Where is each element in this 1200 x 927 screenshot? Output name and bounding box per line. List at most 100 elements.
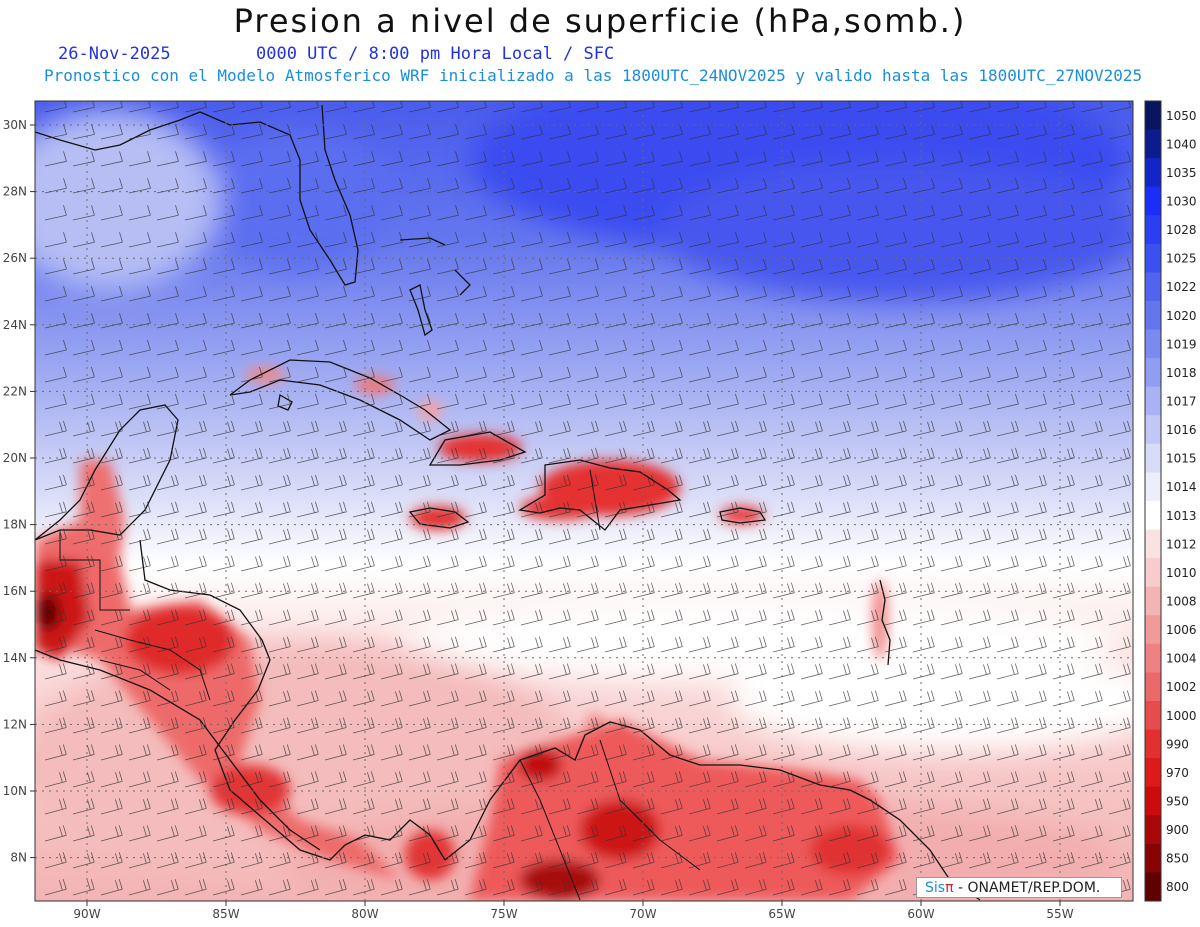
wind-barb [436,717,459,734]
wind-barb [688,555,711,572]
wind-barb [940,178,963,194]
wind-barb [268,663,291,680]
wind-barb [772,501,795,518]
wind-barb [996,771,1019,788]
map-title: Presion a nivel de superficie (hPa,somb.… [233,2,967,40]
wind-barb [128,825,151,842]
wind-barb [576,636,599,653]
wind-barb [968,420,991,437]
wind-barb [884,151,907,167]
wind-barb [436,798,459,815]
wind-barb [212,609,235,626]
wind-barb [464,312,487,329]
wind-barb [772,393,795,410]
wind-barb [716,232,739,248]
wind-barb [996,151,1019,167]
wind-barb [268,178,291,194]
wind-barb [184,447,207,464]
wind-barb [520,879,543,896]
wind-barb [1108,151,1131,167]
wind-barb [856,259,879,275]
wind-barb [996,286,1019,302]
wind-barb [436,151,459,167]
wind-barb [632,124,655,140]
wind-barb [968,366,991,383]
wind-barb [184,636,207,653]
wind-barb [828,232,851,248]
wind-barb [912,798,935,815]
wind-barb [268,339,291,356]
wind-barb [464,528,487,545]
wind-barb [548,474,571,491]
wind-barb [548,205,571,221]
wind-barb [128,744,151,761]
wind-barb [996,447,1019,464]
wind-barb [968,101,991,113]
wind-barb [884,528,907,545]
wind-barb [772,232,795,248]
wind-barb [548,151,571,167]
lat-label: 28N [3,185,27,199]
wind-barb [968,582,991,599]
wind-barb [520,582,543,599]
wind-barb [940,286,963,302]
wind-barb [940,447,963,464]
wind-barb [240,232,263,248]
wind-barb [240,366,263,383]
wind-barb [100,101,123,113]
wind-barb [828,717,851,734]
wind-barb [184,663,207,680]
wind-barb [464,663,487,680]
wind-barb [212,312,235,329]
wind-barb [716,798,739,815]
wind-barb [72,151,95,167]
wind-barb [828,178,851,194]
wind-barb [744,582,767,599]
legend-swatch [1145,615,1161,645]
wind-barb [72,286,95,302]
wind-barb [380,852,403,869]
wind-barb [632,528,655,545]
wind-barb [1052,366,1075,383]
wind-barb [100,286,123,302]
wind-barb [688,124,711,140]
wind-barb [1024,717,1047,734]
legend-level-label: 1025 [1166,252,1197,266]
legend-swatch [1145,215,1161,245]
wind-barb [408,528,431,545]
wind-barb [800,825,823,842]
wind-barb [1080,636,1103,653]
wind-barb [856,798,879,815]
wind-barb [1080,474,1103,491]
wind-barb [464,636,487,653]
wind-barb [800,420,823,437]
wind-barb [100,744,123,761]
wind-barb [940,528,963,545]
wind-barb [996,420,1019,437]
wind-barb [940,825,963,842]
wind-barb [940,798,963,815]
legend-level-label: 1035 [1166,166,1197,180]
wind-barb [324,879,347,896]
wind-barb [1108,312,1131,329]
wind-barb [604,717,627,734]
wind-barb [240,205,263,221]
wind-barb [968,447,991,464]
lon-label: 55W [1046,907,1073,921]
wind-barb [128,232,151,248]
wind-barb [744,474,767,491]
longitude-labels: 90W 85W 80W 75W 70W 65W 60W 55W [73,901,1074,921]
legend-swatch [1145,701,1161,731]
wind-barb [128,420,151,437]
wind-barb [72,744,95,761]
wind-barb [212,771,235,788]
wind-barb [604,312,627,329]
wind-barb [940,609,963,626]
wind-barb [520,636,543,653]
wind-barb [100,528,123,545]
wind-barb [44,744,67,761]
legend-level-label: 1020 [1166,309,1197,323]
wind-barb [1052,582,1075,599]
legend-swatch [1145,301,1161,331]
wind-barb [744,101,767,113]
